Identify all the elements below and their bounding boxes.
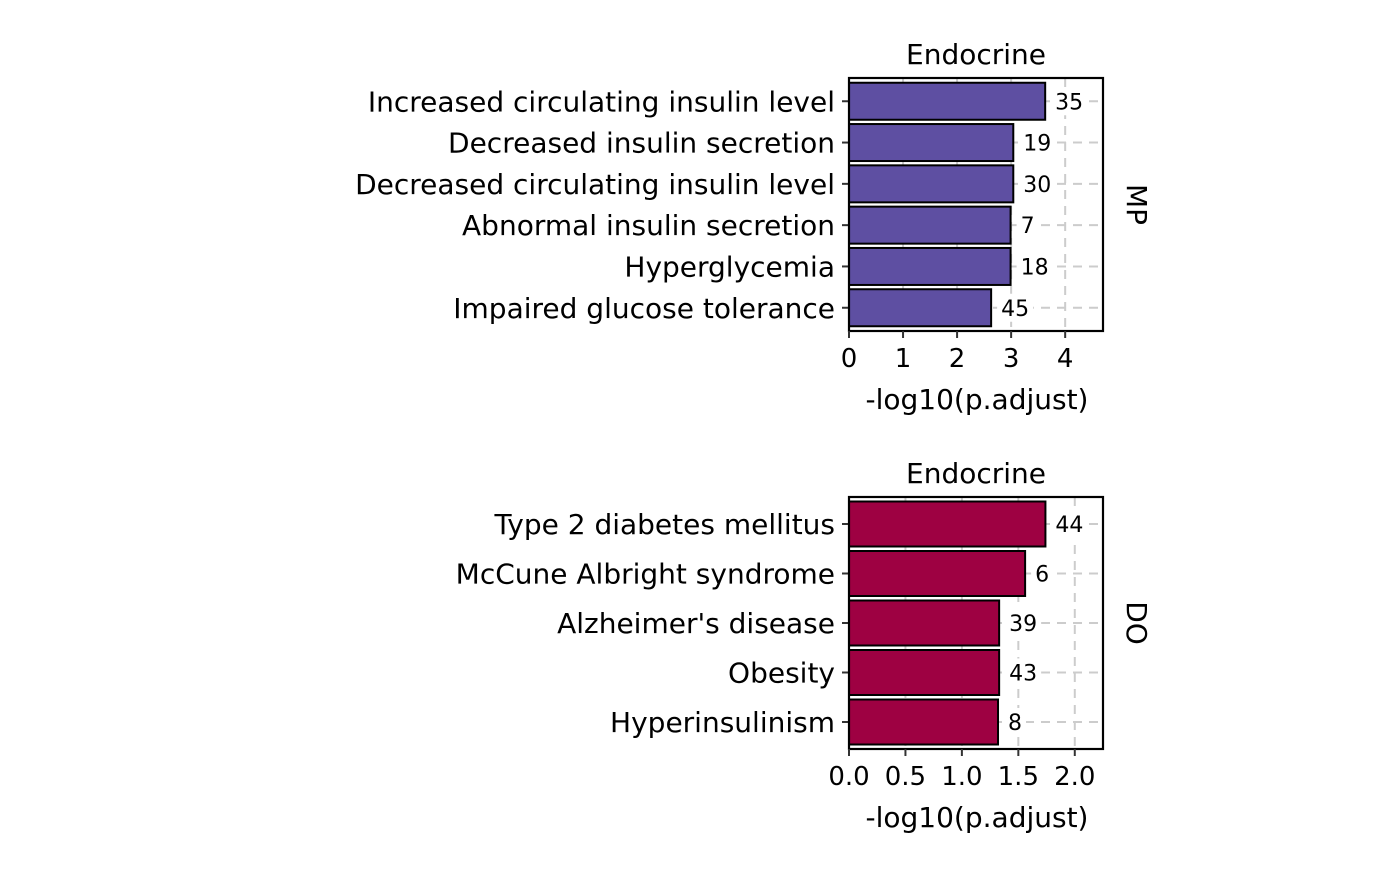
x-axis-title: -log10(p.adjust) (866, 383, 1089, 416)
data-label-bg (1031, 559, 1054, 588)
panel-border (847, 76, 1105, 333)
data-label: 18 (1021, 255, 1049, 280)
data-label: 45 (1001, 297, 1029, 322)
category-label: Decreased circulating insulin level (355, 168, 835, 201)
data-label: 6 (1035, 563, 1049, 588)
data-label: 8 (1008, 711, 1022, 736)
category-label: Abnormal insulin secretion (462, 209, 835, 242)
data-label-bg (1019, 128, 1056, 157)
category-label: Obesity (728, 657, 835, 690)
bar (848, 500, 1047, 548)
data-label: 19 (1023, 132, 1051, 157)
data-label-bg (1019, 169, 1056, 198)
category-label: McCune Albright syndrome (456, 558, 835, 591)
x-tick-label: 1.5 (998, 762, 1039, 792)
data-label: 43 (1009, 662, 1037, 687)
category-label: Alzheimer's disease (557, 607, 835, 640)
data-label-bg (1051, 510, 1088, 538)
x-tick-label: 0.5 (885, 762, 926, 792)
bar (848, 288, 993, 328)
data-label-bg (1016, 252, 1053, 281)
x-tick-label: 2 (949, 344, 966, 374)
x-tick-label: 1.0 (941, 762, 982, 792)
category-label: Hyperglycemia (624, 250, 835, 283)
x-tick-label: 4 (1057, 344, 1074, 374)
strip-label: DO (1120, 601, 1153, 645)
data-label-bg (1016, 211, 1039, 240)
data-label: 44 (1055, 513, 1083, 538)
x-tick-label: 0.0 (828, 762, 869, 792)
data-label-bg (1004, 708, 1027, 736)
panel-border (847, 495, 1105, 751)
bar (848, 205, 1012, 245)
data-label-bg (1005, 609, 1042, 637)
data-label: 39 (1009, 612, 1037, 637)
bar (848, 599, 1001, 647)
facet-title: Endocrine (906, 457, 1046, 490)
bar (848, 246, 1012, 286)
chart-panel-mp: Endocrine 35 Increased circulating insulin… (355, 38, 1153, 416)
x-tick-label: 2.0 (1054, 762, 1095, 792)
data-label-bg (1051, 87, 1088, 116)
category-label: Type 2 diabetes mellitus (494, 508, 835, 541)
data-label: 30 (1023, 173, 1051, 198)
data-label-bg (997, 293, 1034, 322)
facet-title: Endocrine (906, 38, 1046, 71)
x-axis-title: -log10(p.adjust) (866, 801, 1089, 834)
data-label: 35 (1055, 90, 1083, 115)
chart-panel-do: Endocrine 44 Type 2 diabetes mellitus 6 McCu… (456, 457, 1153, 834)
category-label: Increased circulating insulin level (368, 85, 835, 118)
bar (848, 698, 1000, 746)
category-label: Impaired glucose tolerance (453, 292, 835, 325)
x-tick-label: 1 (895, 344, 912, 374)
x-tick-label: 3 (1003, 344, 1020, 374)
x-tick-label: 0 (841, 344, 858, 374)
data-label-bg (1005, 658, 1042, 687)
category-label: Hyperinsulinism (610, 706, 835, 739)
bar (848, 123, 1015, 163)
bar (848, 649, 1001, 696)
bar (848, 164, 1015, 204)
strip-label: MP (1120, 184, 1153, 225)
bar (848, 81, 1047, 121)
bar (848, 550, 1027, 597)
data-label: 7 (1021, 214, 1035, 239)
category-label: Decreased insulin secretion (448, 127, 835, 160)
